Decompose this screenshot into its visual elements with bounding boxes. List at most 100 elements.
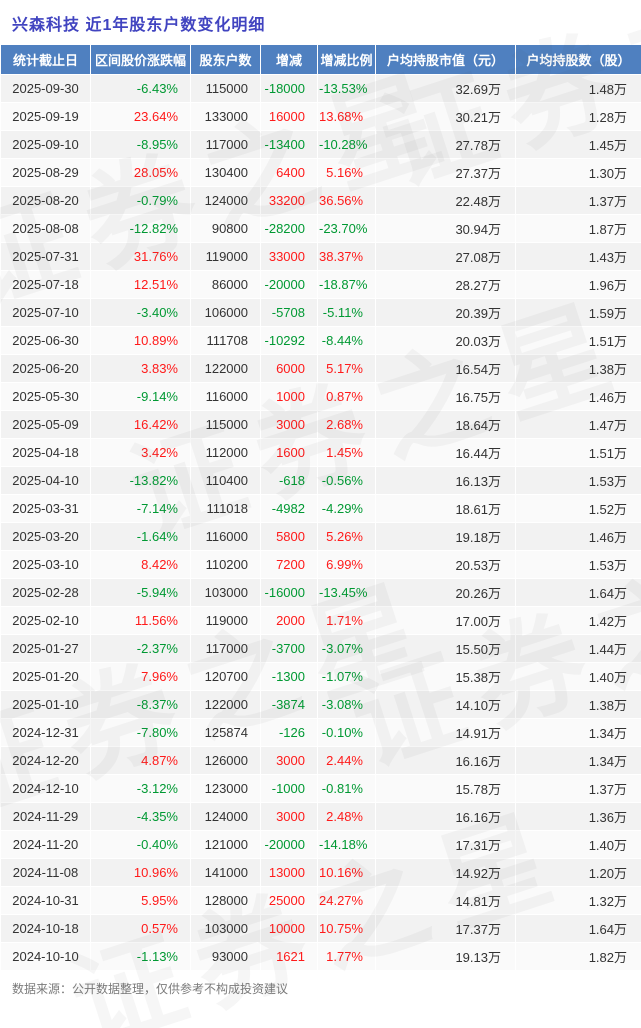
cell-avg-shares: 1.52万 <box>515 494 641 523</box>
cell-avg-market-value: 16.16万 <box>375 802 516 831</box>
cell-change: 33000 <box>260 242 318 271</box>
cell-avg-market-value: 15.50万 <box>375 634 516 663</box>
cell-holders: 119000 <box>190 606 261 635</box>
cell-avg-market-value: 27.08万 <box>375 242 516 271</box>
cell-avg-market-value: 20.03万 <box>375 326 516 355</box>
cell-change-ratio: -3.07% <box>317 634 376 663</box>
cell-change-ratio: 38.37% <box>317 242 376 271</box>
col-header-date: 统计截止日 <box>0 44 91 75</box>
cell-price-change: 5.95% <box>90 886 191 915</box>
cell-avg-shares: 1.44万 <box>515 634 641 663</box>
cell-date: 2024-11-20 <box>0 830 91 859</box>
cell-change-ratio: 24.27% <box>317 886 376 915</box>
cell-price-change: -13.82% <box>90 466 191 495</box>
cell-holders: 130400 <box>190 158 261 187</box>
cell-holders: 126000 <box>190 746 261 775</box>
cell-holders: 122000 <box>190 690 261 719</box>
cell-change-ratio: 13.68% <box>317 102 376 131</box>
cell-date: 2024-10-10 <box>0 942 91 971</box>
cell-change-ratio: 1.77% <box>317 942 376 971</box>
table-row: 2024-12-31 -7.80% 125874 -126 -0.10% 14.91万 1.… <box>0 718 641 747</box>
cell-avg-shares: 1.64万 <box>515 914 641 943</box>
cell-price-change: -3.40% <box>90 298 191 327</box>
cell-avg-market-value: 32.69万 <box>375 74 516 103</box>
cell-price-change: 0.57% <box>90 914 191 943</box>
col-header-avg-shares: 户均持股数（股） <box>515 44 641 75</box>
cell-holders: 125874 <box>190 718 261 747</box>
cell-avg-market-value: 15.78万 <box>375 774 516 803</box>
table-row: 2024-11-20 -0.40% 121000 -20000 -14.18% 17.31… <box>0 830 641 859</box>
table-row: 2024-10-10 -1.13% 93000 1621 1.77% 19.13万 1.82… <box>0 942 641 971</box>
cell-change: 25000 <box>260 886 318 915</box>
cell-avg-shares: 1.40万 <box>515 662 641 691</box>
cell-price-change: -8.95% <box>90 130 191 159</box>
cell-date: 2024-10-31 <box>0 886 91 915</box>
table-row: 2025-03-20 -1.64% 116000 5800 5.26% 19.18万 1.4… <box>0 522 641 551</box>
cell-holders: 112000 <box>190 438 261 467</box>
page-title: 兴森科技 近1年股东户数变化明细 <box>12 17 266 34</box>
table-row: 2025-08-08 -12.82% 90800 -28200 -23.70% 30.94… <box>0 214 641 243</box>
cell-avg-market-value: 16.54万 <box>375 354 516 383</box>
cell-avg-shares: 1.42万 <box>515 606 641 635</box>
cell-avg-shares: 1.34万 <box>515 746 641 775</box>
cell-price-change: -8.37% <box>90 690 191 719</box>
cell-date: 2025-09-10 <box>0 130 91 159</box>
cell-date: 2025-06-20 <box>0 354 91 383</box>
cell-change: 1000 <box>260 382 318 411</box>
cell-avg-market-value: 14.92万 <box>375 858 516 887</box>
col-header-holders: 股东户数 <box>190 44 261 75</box>
cell-holders: 103000 <box>190 578 261 607</box>
cell-change: -13400 <box>260 130 318 159</box>
cell-change-ratio: -13.45% <box>317 578 376 607</box>
cell-change-ratio: 2.48% <box>317 802 376 831</box>
cell-change-ratio: -14.18% <box>317 830 376 859</box>
table-row: 2025-08-20 -0.79% 124000 33200 36.56% 22.48万 1… <box>0 186 641 215</box>
cell-avg-shares: 1.45万 <box>515 130 641 159</box>
cell-avg-market-value: 16.16万 <box>375 746 516 775</box>
table-row: 2024-12-20 4.87% 126000 3000 2.44% 16.16万 1.34… <box>0 746 641 775</box>
cell-avg-shares: 1.38万 <box>515 690 641 719</box>
cell-change: 5800 <box>260 522 318 551</box>
cell-avg-shares: 1.64万 <box>515 578 641 607</box>
col-header-avg-market-value: 户均持股市值（元） <box>375 44 516 75</box>
col-header-change-ratio: 增减比例 <box>317 44 376 75</box>
cell-date: 2025-08-20 <box>0 186 91 215</box>
cell-change: 33200 <box>260 186 318 215</box>
cell-avg-market-value: 19.18万 <box>375 522 516 551</box>
cell-avg-market-value: 28.27万 <box>375 270 516 299</box>
cell-change: 13000 <box>260 858 318 887</box>
cell-holders: 110200 <box>190 550 261 579</box>
cell-date: 2025-01-10 <box>0 690 91 719</box>
cell-change: 2000 <box>260 606 318 635</box>
cell-change-ratio: 5.26% <box>317 522 376 551</box>
cell-change: -20000 <box>260 270 318 299</box>
cell-avg-shares: 1.48万 <box>515 74 641 103</box>
table-row: 2025-02-28 -5.94% 103000 -16000 -13.45% 20.26… <box>0 578 641 607</box>
cell-avg-shares: 1.37万 <box>515 186 641 215</box>
cell-price-change: -5.94% <box>90 578 191 607</box>
cell-holders: 86000 <box>190 270 261 299</box>
cell-change: -10292 <box>260 326 318 355</box>
cell-date: 2025-02-28 <box>0 578 91 607</box>
cell-avg-market-value: 30.21万 <box>375 102 516 131</box>
cell-holders: 116000 <box>190 522 261 551</box>
cell-avg-shares: 1.43万 <box>515 242 641 271</box>
cell-change-ratio: -8.44% <box>317 326 376 355</box>
cell-avg-market-value: 19.13万 <box>375 942 516 971</box>
cell-change: 3000 <box>260 410 318 439</box>
cell-change-ratio: 10.75% <box>317 914 376 943</box>
cell-price-change: 12.51% <box>90 270 191 299</box>
cell-change-ratio: -18.87% <box>317 270 376 299</box>
cell-date: 2025-07-10 <box>0 298 91 327</box>
cell-holders: 115000 <box>190 410 261 439</box>
cell-price-change: 16.42% <box>90 410 191 439</box>
cell-avg-shares: 1.82万 <box>515 942 641 971</box>
cell-change: -28200 <box>260 214 318 243</box>
table-row: 2024-11-29 -4.35% 124000 3000 2.48% 16.16万 1.3… <box>0 802 641 831</box>
cell-avg-shares: 1.34万 <box>515 718 641 747</box>
cell-avg-shares: 1.46万 <box>515 522 641 551</box>
cell-avg-market-value: 20.53万 <box>375 550 516 579</box>
cell-avg-shares: 1.53万 <box>515 466 641 495</box>
cell-date: 2025-03-10 <box>0 550 91 579</box>
cell-change: 7200 <box>260 550 318 579</box>
